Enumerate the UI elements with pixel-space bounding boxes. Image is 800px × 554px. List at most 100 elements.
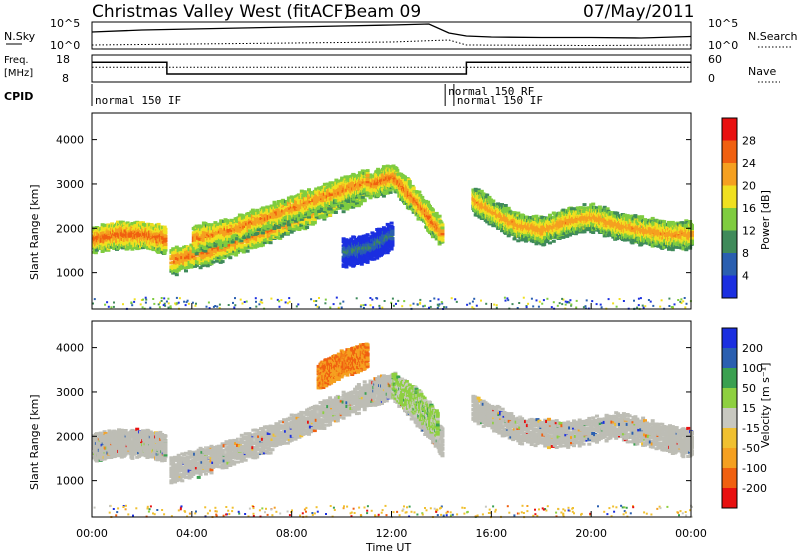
cpid-segment-label: normal 150 IF — [95, 94, 181, 107]
power-cell — [215, 259, 219, 263]
power-cell — [189, 262, 194, 266]
power-cell — [365, 192, 370, 196]
power-cell — [437, 214, 442, 218]
power-cell — [324, 214, 329, 218]
power-cell — [420, 195, 425, 199]
freq-tick-bottom: 8 — [62, 72, 69, 85]
power-cell — [268, 241, 273, 245]
power-cell — [365, 169, 370, 173]
power-cell — [260, 243, 265, 247]
power-cell — [385, 164, 390, 168]
cpid-segment-label: normal 150 RF — [448, 85, 534, 98]
power-cell — [234, 253, 239, 257]
power-cell — [162, 225, 167, 229]
power-cell — [440, 235, 445, 239]
power-cell — [438, 219, 443, 223]
power-cell — [214, 235, 219, 239]
power-cell — [407, 180, 412, 184]
power-cell — [185, 245, 190, 249]
power-cell — [201, 224, 206, 228]
power-cell — [112, 247, 117, 250]
power-cell — [120, 220, 125, 224]
power-cell — [220, 248, 225, 252]
power-cell — [328, 207, 333, 211]
power-cell — [503, 204, 508, 207]
power-cell — [213, 233, 218, 237]
power-cell — [223, 244, 228, 248]
power-cell — [163, 227, 168, 231]
power-cell — [410, 184, 415, 188]
power-cell — [203, 221, 208, 225]
power-cell — [430, 208, 435, 212]
power-cell — [202, 263, 207, 267]
power-cell — [194, 263, 199, 267]
power-cell — [222, 256, 227, 260]
power-cell — [209, 262, 214, 266]
power-cell — [219, 219, 224, 223]
power-cell — [353, 204, 358, 208]
nsky-label: N.Sky — [4, 30, 36, 43]
power-cell — [381, 165, 386, 169]
power-cell — [297, 225, 302, 229]
power-cell — [255, 242, 260, 246]
nave-label: Nave — [748, 65, 776, 78]
power-cell — [106, 248, 111, 252]
plot-title: Christmas Valley West (fitACF) — [92, 2, 350, 22]
power-cell — [198, 266, 203, 270]
power-cell — [151, 248, 156, 252]
power-cell — [299, 224, 304, 227]
power-cell — [210, 232, 215, 236]
freq-unit: [MHz] — [4, 68, 33, 79]
power-cell — [180, 264, 185, 268]
power-cell — [176, 254, 181, 258]
power-cell — [260, 237, 265, 241]
power-cell — [286, 223, 291, 227]
power-cell — [430, 235, 435, 239]
nsky-panel-frame — [91, 21, 692, 50]
power-cell — [207, 245, 212, 249]
power-cell — [312, 219, 317, 223]
freq-line — [92, 61, 691, 75]
power-cell — [362, 198, 367, 202]
nsearch-line — [91, 39, 692, 47]
power-cell — [272, 227, 277, 230]
power-cell — [388, 190, 393, 194]
power-cell — [282, 232, 287, 236]
power-cell — [222, 230, 227, 234]
power-cell — [418, 194, 423, 197]
power-cell — [479, 189, 484, 193]
power-cell — [163, 231, 168, 235]
date-label: 07/May/2011 — [583, 2, 695, 22]
power-cell — [260, 231, 265, 235]
power-cell — [174, 245, 179, 249]
power-cell — [245, 249, 250, 253]
freq-panel-frame — [91, 54, 692, 83]
power-cell — [416, 217, 421, 221]
power-cell — [193, 227, 198, 231]
power-cell — [417, 190, 422, 194]
power-cell — [280, 234, 285, 238]
power-cell — [434, 214, 439, 218]
power-cell — [388, 188, 393, 192]
freq-tick-top: 18 — [56, 53, 70, 66]
power-cell — [428, 205, 432, 209]
power-cell — [230, 252, 235, 256]
power-cell — [440, 238, 445, 242]
power-cell — [255, 244, 260, 248]
power-cell — [141, 246, 145, 250]
power-cell — [341, 206, 346, 210]
power-cell — [156, 222, 161, 226]
nsky-line — [91, 23, 692, 39]
power-cell — [422, 201, 427, 205]
power-scatter — [92, 164, 694, 310]
power-cell — [226, 254, 231, 258]
power-cell — [266, 235, 271, 239]
power-cell — [440, 232, 445, 235]
power-cell — [200, 234, 205, 238]
power-cell — [407, 182, 412, 186]
nave-tick-bottom: 0 — [708, 72, 715, 85]
nsearch-tick-bottom: 10^0 — [708, 39, 738, 52]
nsky-series — [91, 23, 692, 47]
freq-label: Freq. — [4, 55, 29, 66]
power-cell — [268, 237, 273, 241]
